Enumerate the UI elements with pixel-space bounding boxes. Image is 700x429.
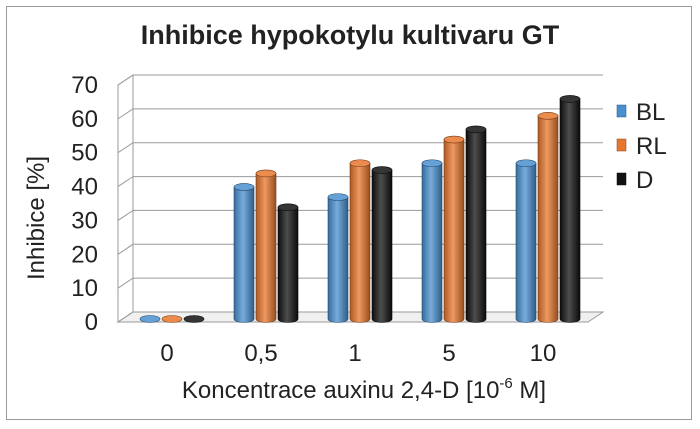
bar-BL-0,5 — [233, 183, 255, 323]
y-axis-label: Inhibice [%] — [23, 156, 50, 280]
bar-D-0 — [183, 315, 205, 323]
gridline — [117, 74, 603, 86]
x-axis-label: Koncentrace auxinu 2,4-D [10-6 M] — [182, 375, 546, 404]
legend-label: RL — [636, 133, 667, 160]
legend-swatch — [616, 104, 627, 118]
y-tick-label: 0 — [85, 309, 98, 336]
bar-RL-0 — [161, 315, 183, 323]
y-tick-label: 30 — [71, 207, 98, 234]
x-tick-labels: 0 0,5 1 5 10 — [160, 340, 556, 367]
y-tick-label: 70 — [71, 72, 98, 99]
legend: BL RL D — [616, 99, 667, 194]
y-tick-label: 50 — [71, 140, 98, 167]
legend-label: BL — [636, 99, 665, 126]
chart-title: Inhibice hypokotylu kultivaru GT — [141, 20, 560, 50]
x-axis-label-main: Koncentrace auxinu 2,4-D [10 — [182, 377, 500, 404]
bar-BL-10 — [515, 159, 537, 323]
x-axis-label-unit: M] — [513, 377, 546, 404]
legend-swatch — [616, 172, 627, 186]
legend-item-BL: BL — [616, 99, 665, 126]
bars — [139, 95, 581, 323]
x-tick-label: 0,5 — [244, 340, 277, 367]
x-tick-label: 10 — [530, 340, 557, 367]
bar-D-0,5 — [277, 203, 299, 323]
bar-D-10 — [559, 95, 581, 323]
bar-D-1 — [371, 166, 393, 323]
x-axis-label-exponent: -6 — [499, 375, 512, 392]
side-wall — [117, 74, 134, 323]
bar-RL-10 — [537, 112, 559, 323]
y-tick-label: 40 — [71, 174, 98, 201]
bar-RL-1 — [349, 159, 371, 323]
bar-BL-5 — [421, 159, 443, 323]
gridline — [117, 108, 603, 120]
legend-label: D — [636, 167, 653, 194]
legend-swatch — [616, 138, 627, 152]
legend-item-RL: RL — [616, 133, 667, 160]
gridline — [117, 142, 603, 154]
y-tick-label: 60 — [71, 106, 98, 133]
x-tick-label: 0 — [160, 340, 173, 367]
x-tick-label: 5 — [442, 340, 455, 367]
bar-RL-0,5 — [255, 169, 277, 323]
bar-D-5 — [465, 125, 487, 323]
legend-item-D: D — [616, 167, 653, 194]
x-tick-label: 1 — [348, 340, 361, 367]
bar-BL-1 — [327, 193, 349, 323]
bar-RL-5 — [443, 135, 465, 323]
bar-BL-0 — [139, 315, 161, 323]
y-tick-label: 20 — [71, 241, 98, 268]
y-tick-label: 10 — [71, 275, 98, 302]
y-tick-labels: 0 10 20 30 40 50 60 70 — [71, 72, 98, 336]
